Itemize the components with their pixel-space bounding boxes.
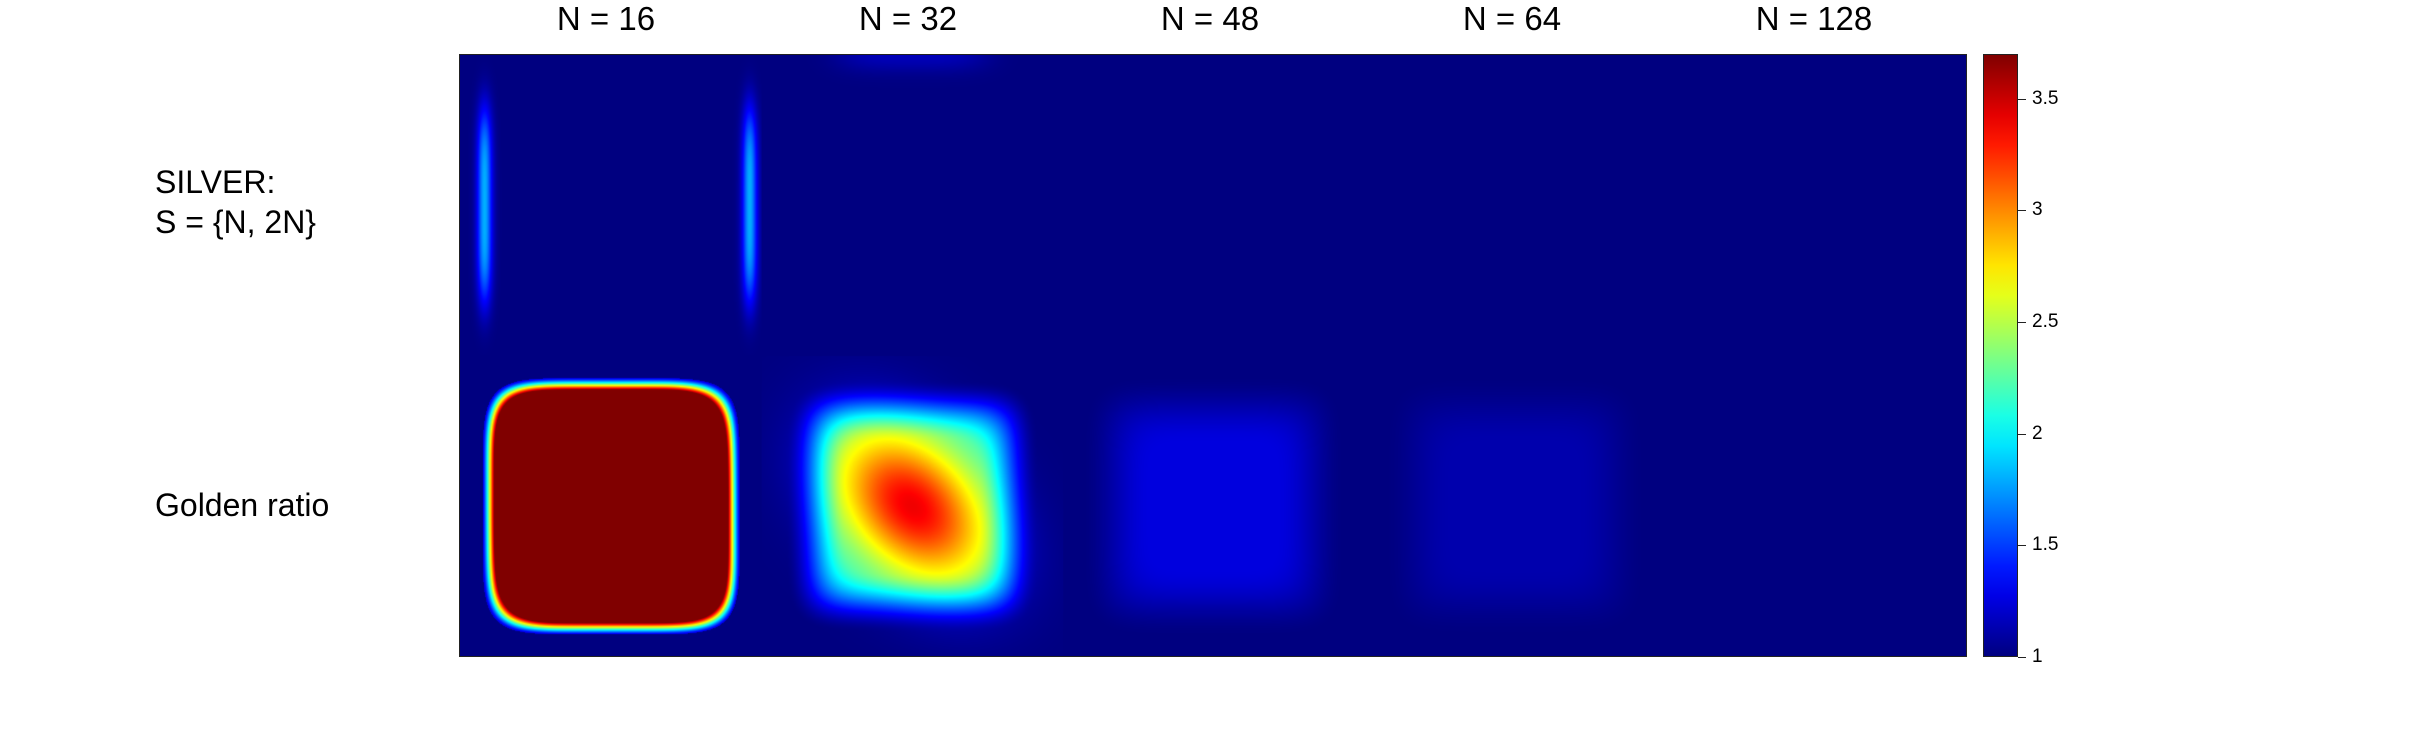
colorbar-gradient xyxy=(1984,55,2017,656)
row-label-silver-line1: SILVER: xyxy=(155,164,276,200)
colorbar-tick-label: 3.5 xyxy=(2032,87,2059,109)
colorbar-tick xyxy=(2018,545,2026,547)
row-label-golden-line1: Golden ratio xyxy=(155,487,330,523)
column-title-n128: N = 128 xyxy=(1755,0,1873,37)
colorbar-tick-label: 3 xyxy=(2032,199,2043,221)
colorbar xyxy=(1983,54,2018,657)
colorbar-tick-label: 1.5 xyxy=(2032,534,2059,556)
colorbar-tick xyxy=(2018,322,2026,323)
heatmap-plot-area xyxy=(459,54,1967,657)
column-title-n48: N = 48 xyxy=(1160,0,1260,37)
row-label-silver-line2: S = {N, 2N} xyxy=(155,204,316,240)
column-title-n16: N = 16 xyxy=(556,0,656,37)
colorbar-tick-label: 2 xyxy=(2032,422,2043,444)
colorbar-tick-label: 1 xyxy=(2032,646,2043,667)
colorbar-tick xyxy=(2018,210,2026,212)
colorbar-tick-label: 2.5 xyxy=(2032,311,2059,332)
heatmap-image xyxy=(460,55,1966,656)
column-title-n32: N = 32 xyxy=(858,0,958,37)
colorbar-tick xyxy=(2018,98,2026,100)
colorbar-tick xyxy=(2018,433,2026,435)
row-label-silver: SILVER: S = {N, 2N} xyxy=(155,162,316,242)
row-label-golden-ratio: Golden ratio xyxy=(155,485,329,525)
column-title-n64: N = 64 xyxy=(1462,0,1562,37)
colorbar-tick xyxy=(2018,657,2026,658)
